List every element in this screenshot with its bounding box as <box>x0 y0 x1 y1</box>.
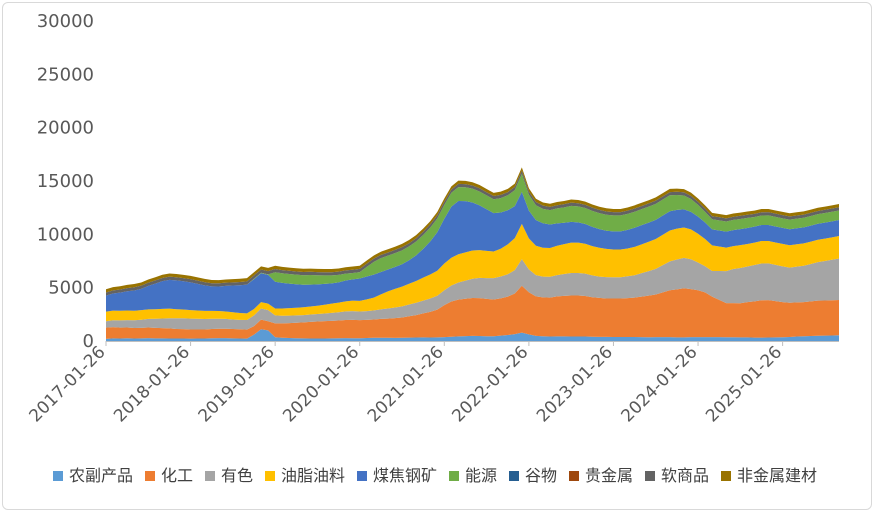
legend-swatch <box>205 471 215 481</box>
legend-swatch <box>53 471 63 481</box>
area-series-5 <box>106 173 839 296</box>
area-series-8 <box>106 170 839 296</box>
y-tick-label: 5000 <box>48 278 94 299</box>
area-series-1 <box>106 285 839 339</box>
legend-label: 化工 <box>161 466 193 485</box>
legend-label: 煤焦钢矿 <box>373 466 437 485</box>
area-series-2 <box>106 257 839 330</box>
y-tick-label: 0 <box>83 331 94 352</box>
legend-item-0[interactable]: 农副产品 <box>53 466 133 485</box>
y-tick-label: 25000 <box>37 64 94 85</box>
legend-label: 谷物 <box>525 466 557 485</box>
legend-item-4[interactable]: 煤焦钢矿 <box>357 466 437 485</box>
legend-label: 农副产品 <box>69 466 133 485</box>
x-tick-label: 2022-01-26 <box>448 342 532 426</box>
x-tick-label: 2020-01-26 <box>279 342 363 426</box>
legend-swatch <box>357 471 367 481</box>
area-series-4 <box>106 191 839 314</box>
legend-item-3[interactable]: 油脂油料 <box>265 466 345 485</box>
x-tick-label: 2021-01-26 <box>364 342 448 426</box>
legend-item-1[interactable]: 化工 <box>145 466 193 485</box>
y-tick-label: 30000 <box>37 11 94 32</box>
legend-swatch <box>509 471 519 481</box>
legend-swatch <box>145 471 155 481</box>
legend-swatch <box>721 471 731 481</box>
legend-label: 非金属建材 <box>737 466 817 485</box>
stacked-area-chart: 0 5000 10000 15000 20000 25000 30000 2017-01-26… <box>26 11 839 485</box>
legend-swatch <box>449 471 459 481</box>
x-tick-label: 2018-01-26 <box>110 342 194 426</box>
legend-swatch <box>265 471 275 481</box>
x-tick-label: 2024-01-26 <box>618 342 702 426</box>
legend-label: 油脂油料 <box>281 466 345 485</box>
legend-item-2[interactable]: 有色 <box>205 466 253 485</box>
x-tick-label: 2019-01-26 <box>195 342 279 426</box>
x-tick-label: 2023-01-26 <box>533 342 617 426</box>
legend-item-7[interactable]: 贵金属 <box>569 466 633 485</box>
y-tick-label: 10000 <box>37 224 94 245</box>
x-tick-label: 2025-01-26 <box>702 342 786 426</box>
area-series-3 <box>106 223 839 322</box>
legend-swatch <box>569 471 579 481</box>
area-series-9 <box>106 167 839 293</box>
y-tick-label: 20000 <box>37 118 94 139</box>
area-series-0 <box>106 329 839 341</box>
legend-label: 有色 <box>221 466 253 485</box>
legend-item-6[interactable]: 谷物 <box>509 466 557 485</box>
legend-item-5[interactable]: 能源 <box>449 466 497 485</box>
legend-label: 能源 <box>465 466 497 485</box>
legend-swatch <box>645 471 655 481</box>
legend-item-9[interactable]: 非金属建材 <box>721 466 817 485</box>
y-tick-label: 15000 <box>37 171 94 192</box>
legend-item-8[interactable]: 软商品 <box>645 466 709 485</box>
x-tick-label: 2017-01-26 <box>26 342 110 426</box>
legend-label: 贵金属 <box>585 466 633 485</box>
legend-label: 软商品 <box>661 466 709 485</box>
